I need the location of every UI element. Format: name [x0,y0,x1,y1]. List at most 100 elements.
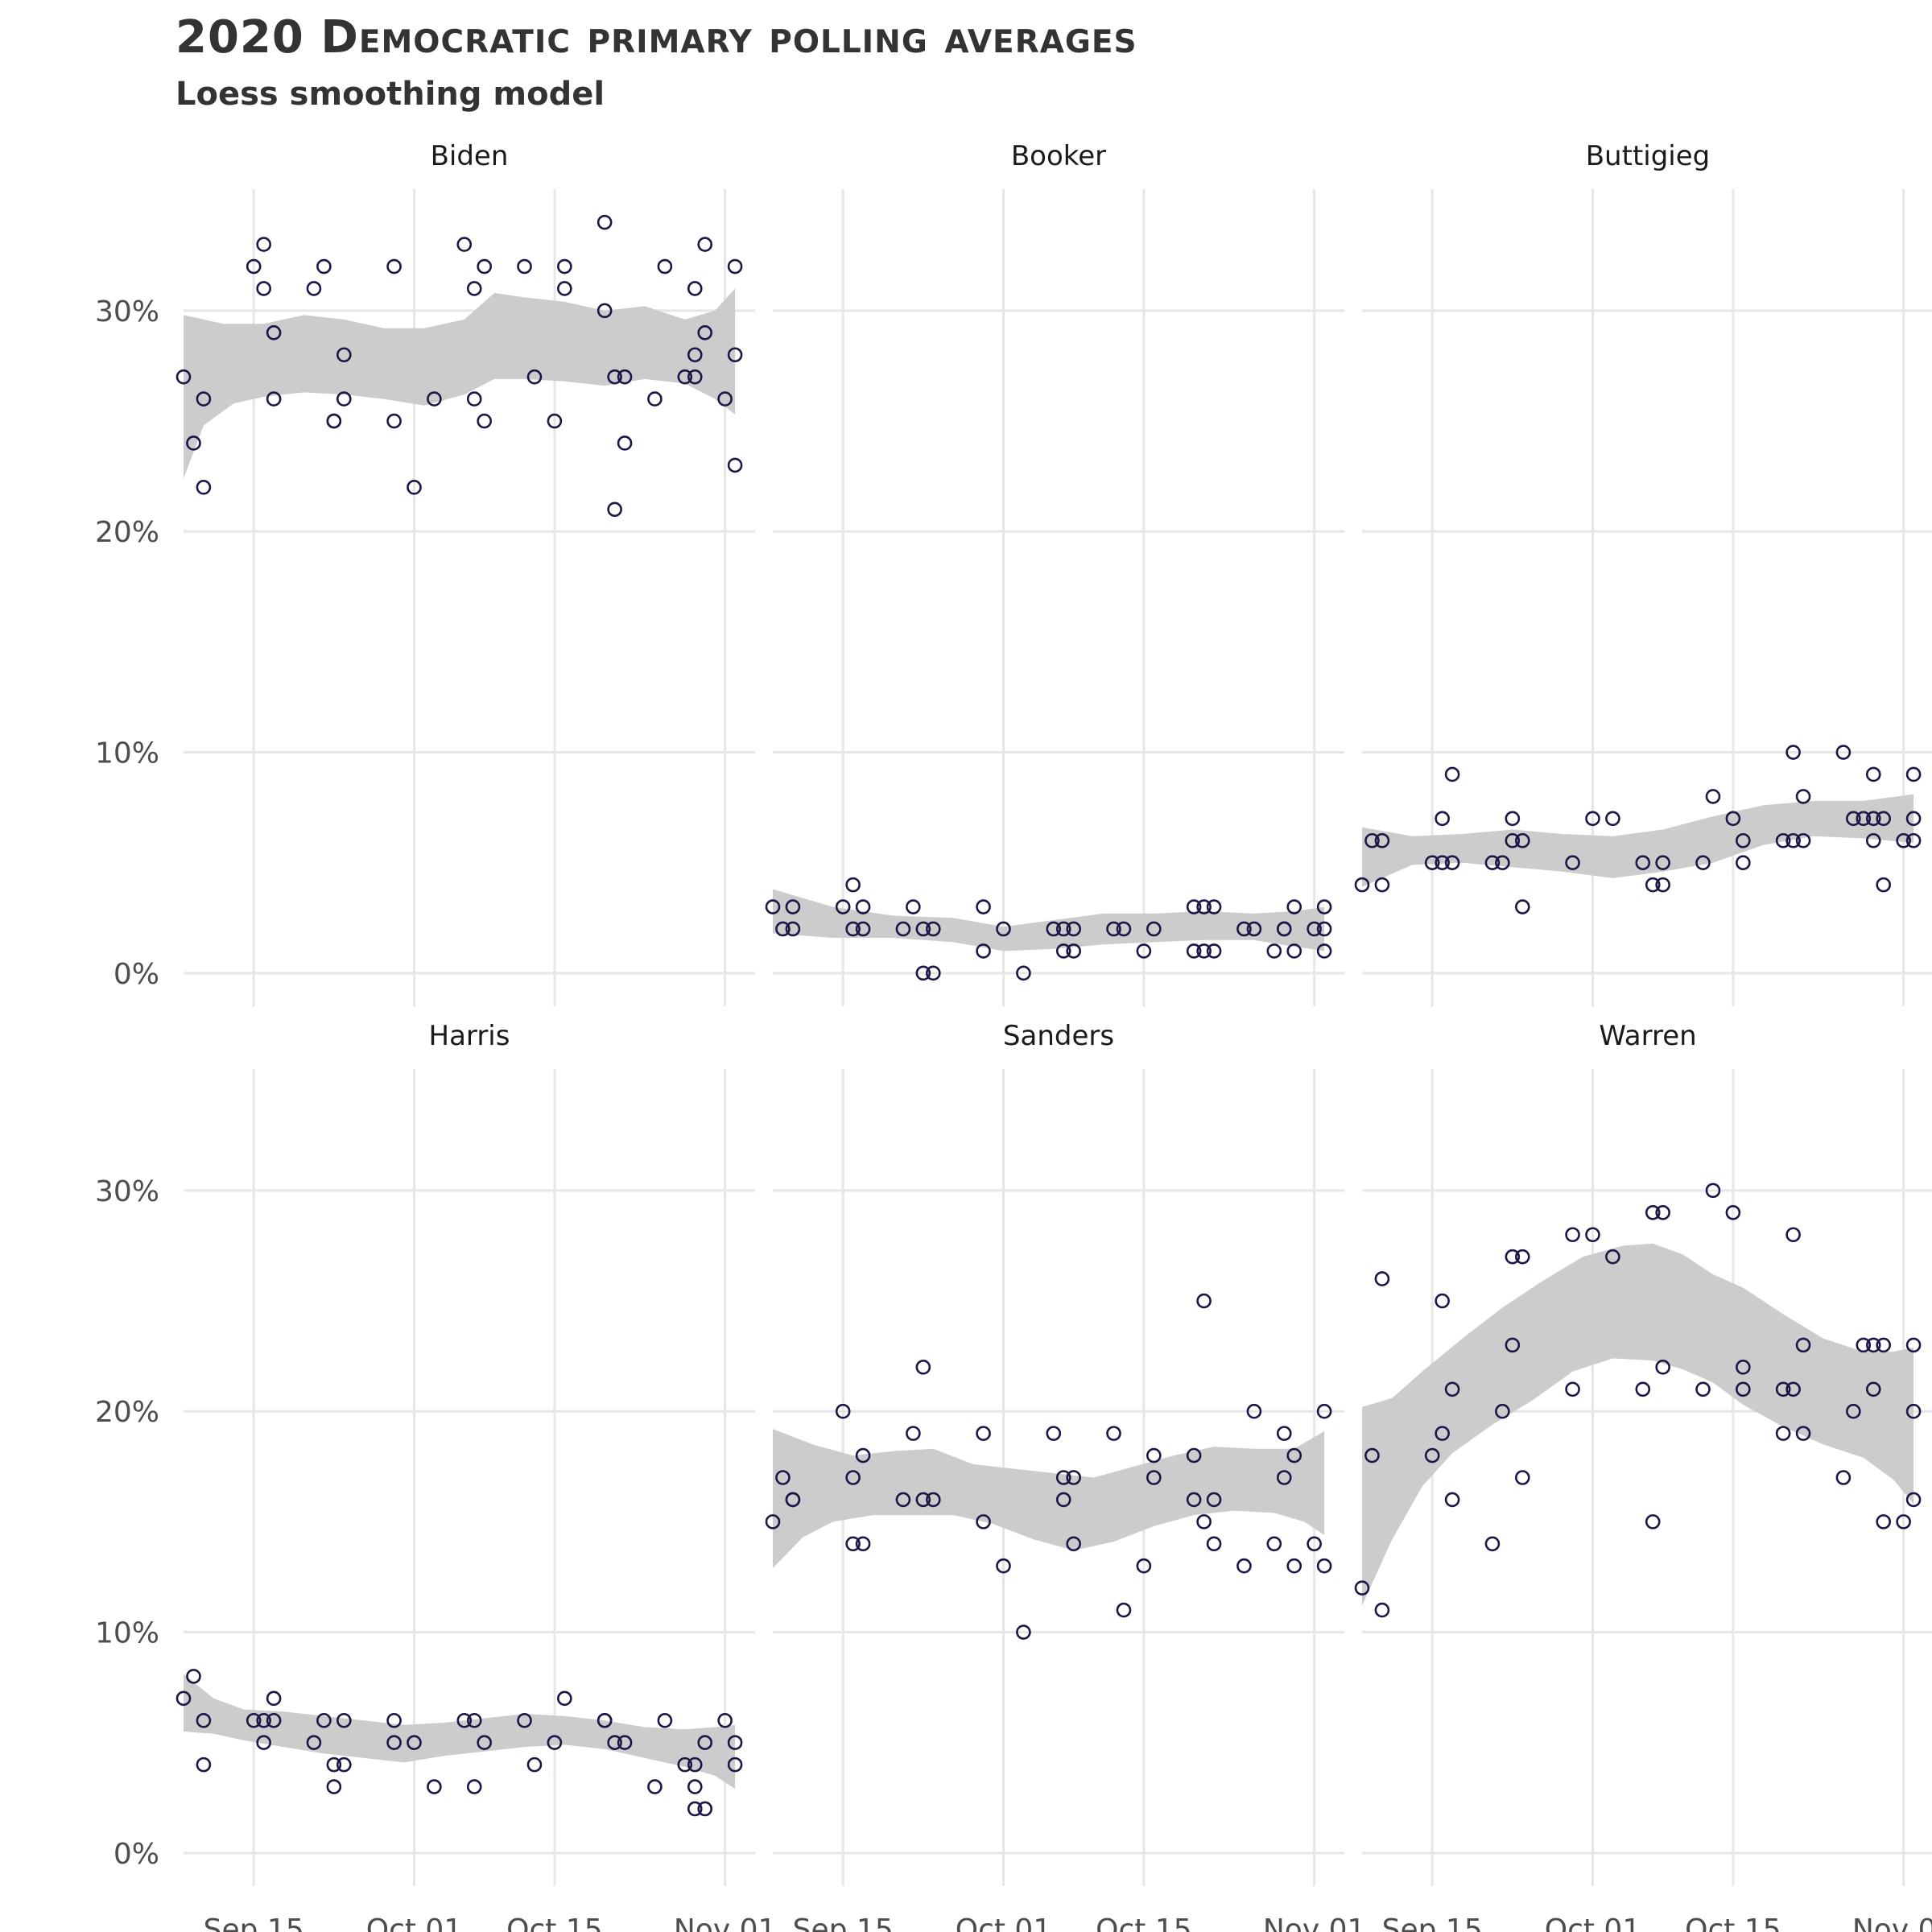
data-point [1495,855,1510,870]
y-tick-label: 10% [95,737,159,770]
data-point [306,281,322,296]
data-point [1605,1249,1620,1265]
data-point [1266,1536,1282,1552]
data-point [386,1712,402,1728]
data-point [785,899,801,914]
data-point [855,1447,871,1463]
data-point [1736,832,1751,848]
chart-subtitle: Loess smoothing model [175,76,605,113]
data-point [1206,899,1222,914]
data-point [1725,1205,1741,1220]
data-point [1876,1337,1892,1353]
data-point [1645,1205,1661,1220]
data-point [1775,832,1791,848]
data-point [925,965,941,981]
data-point [915,921,931,937]
x-tick-label: Oct 01 [1545,1913,1641,1932]
data-point [1055,921,1071,937]
data-point [727,1735,743,1750]
data-point [1106,1426,1121,1441]
data-point [1655,855,1670,870]
x-tick-label: Oct 01 [366,1913,463,1932]
data-point [336,347,352,363]
data-point [855,921,871,937]
data-point [246,1712,262,1728]
data-point [697,237,713,252]
data-point [1725,811,1741,827]
x-tick-label: Oct 15 [1685,1913,1781,1932]
data-point [1236,1558,1252,1574]
data-point [547,413,563,429]
data-point [1905,832,1922,848]
data-point [1286,899,1302,914]
data-point [1206,1492,1222,1508]
data-point [316,1712,332,1728]
data-point [835,1403,851,1419]
data-point [326,413,342,429]
data-point [697,325,713,341]
data-point [1055,943,1071,959]
data-point [256,281,271,296]
data-point [1286,943,1302,959]
data-point [1514,832,1530,848]
data-point [1196,943,1212,959]
data-point [687,347,703,363]
data-point [1505,1337,1521,1353]
data-point [1876,1514,1892,1530]
data-point [677,1757,693,1773]
y-tick-label: 30% [95,1175,159,1208]
data-point [597,1712,613,1728]
data-point [1046,921,1062,937]
data-point [1364,832,1380,848]
facet-label: Sanders [1003,1020,1114,1052]
data-point [1266,943,1282,959]
data-point [597,303,613,319]
facet-sanders: Sanders Sep 15 Oct 01 Oct 15 Nov 01 [765,1020,1365,1932]
data-point [1444,855,1460,870]
data-point [466,391,482,407]
data-point [1307,1536,1322,1552]
data-point [1246,1403,1262,1419]
data-point [1066,921,1081,937]
data-point [775,921,791,937]
loess-band [184,1674,736,1790]
data-point [1055,1470,1071,1485]
data-point [1655,877,1670,893]
data-point [1585,811,1600,827]
data-point [336,1712,352,1728]
data-point [477,1735,492,1750]
data-point [1424,855,1440,870]
data-point [915,1360,931,1375]
data-point [1316,899,1332,914]
data-point [925,921,941,937]
data-point [617,1735,633,1750]
data-point [1645,1514,1661,1530]
data-point [647,1779,663,1794]
data-point [1785,745,1801,760]
data-point [326,1757,342,1773]
data-point [456,237,473,252]
data-point [1905,1337,1922,1353]
data-point [1196,899,1212,914]
data-point [1444,766,1460,782]
data-point [1505,811,1521,827]
data-point [1186,943,1202,959]
data-point [1196,1293,1212,1309]
data-point [466,281,482,296]
data-point [1645,877,1661,893]
data-point [1136,1558,1152,1574]
data-point [1514,1249,1530,1265]
data-point [996,1558,1011,1574]
data-point [1846,1403,1861,1419]
data-point [1307,921,1322,937]
loess-band [1362,1243,1914,1606]
data-point [1374,877,1390,893]
data-point [1316,943,1332,959]
data-point [1146,1447,1162,1463]
data-point [186,1669,201,1684]
data-point [1856,1337,1872,1353]
data-point [1136,943,1152,959]
data-point [196,1712,212,1728]
data-point [727,258,743,275]
